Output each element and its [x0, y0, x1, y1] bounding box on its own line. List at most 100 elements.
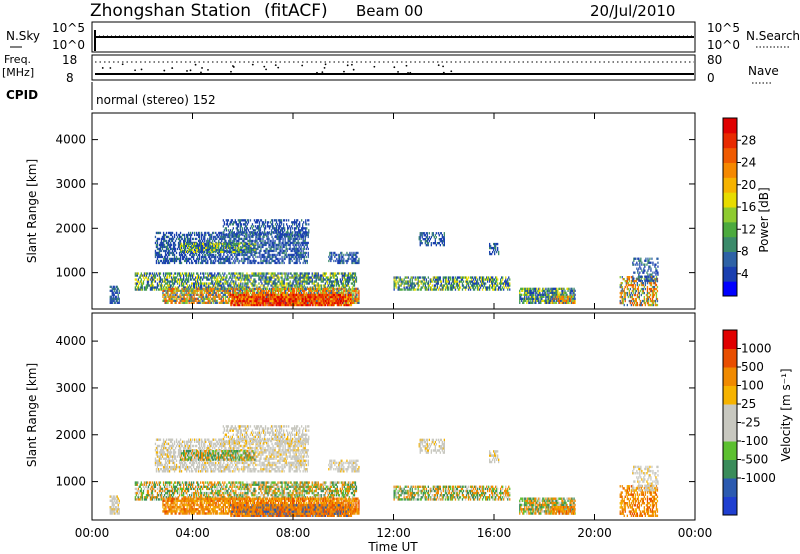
- echo-cell: [247, 299, 249, 303]
- echo-cell: [207, 241, 209, 245]
- echo-cell: [308, 297, 310, 301]
- echo-cell: [272, 293, 274, 297]
- echo-cell: [269, 301, 271, 305]
- echo-cell: [214, 299, 216, 302]
- echo-cell: [304, 276, 306, 279]
- echo-cell: [258, 274, 260, 277]
- echo-cell: [110, 297, 112, 300]
- echo-cell: [195, 251, 197, 255]
- echo-cell: [242, 299, 244, 303]
- echo-cell: [273, 276, 275, 279]
- echo-cell: [257, 272, 259, 275]
- echo-cell: [221, 250, 223, 253]
- echo-cell: [217, 284, 219, 287]
- echo-cell: [211, 261, 213, 265]
- echo-cell: [153, 288, 156, 291]
- echo-cell: [285, 243, 287, 247]
- echo-cell: [140, 284, 142, 287]
- echo-cell: [299, 255, 301, 259]
- echo-cell: [290, 291, 292, 294]
- echo-cell: [305, 293, 307, 297]
- echo-cell: [158, 237, 161, 241]
- echo-cell: [246, 293, 248, 297]
- echo-cell: [263, 229, 266, 232]
- echo-cell: [249, 255, 251, 259]
- echo-cell: [168, 249, 171, 253]
- echo-cell: [261, 221, 264, 224]
- echo-cell: [222, 257, 224, 261]
- echo-cell: [256, 284, 258, 287]
- echo-cell: [169, 295, 171, 298]
- echo-cell: [227, 235, 229, 238]
- echo-cell: [209, 282, 211, 285]
- echo-cell: [307, 253, 309, 257]
- echo-cell: [236, 303, 238, 307]
- echo-cell: [295, 274, 297, 277]
- echo-cell: [352, 280, 355, 283]
- echo-cell: [162, 280, 165, 283]
- echo-cell: [134, 278, 136, 281]
- echo-cell: [164, 274, 167, 277]
- echo-cell: [214, 235, 216, 239]
- echo-cell: [220, 237, 222, 241]
- echo-cell: [235, 248, 237, 251]
- echo-cell: [280, 227, 283, 230]
- echo-cell: [302, 237, 304, 241]
- echo-cell: [258, 287, 261, 290]
- echo-cell: [180, 297, 182, 300]
- echo-cell: [136, 280, 138, 283]
- echo-cell: [219, 297, 221, 300]
- echo-cell: [299, 251, 301, 255]
- echo-cell: [328, 289, 330, 292]
- echo-cell: [300, 295, 302, 299]
- echo-cell: [181, 278, 184, 281]
- echo-cell: [298, 295, 300, 299]
- echo-cell: [347, 280, 350, 283]
- echo-cell: [324, 286, 326, 289]
- echo-cell: [251, 261, 253, 265]
- echo-cell: [211, 274, 213, 277]
- echo-cell: [193, 272, 195, 275]
- echo-cell: [214, 278, 216, 281]
- echo-cell: [247, 239, 249, 243]
- echo-cell: [224, 297, 226, 300]
- echo-cell: [294, 261, 296, 265]
- echo-cell: [230, 287, 232, 290]
- echo-cell: [269, 257, 271, 261]
- echo-cell: [178, 235, 181, 239]
- echo-cell: [113, 299, 115, 302]
- echo-cell: [269, 243, 271, 247]
- echo-cell: [252, 242, 254, 245]
- echo-cell: [185, 244, 187, 247]
- echo-cell: [278, 299, 280, 303]
- echo-cell: [353, 284, 356, 287]
- echo-cell: [271, 223, 274, 226]
- echo-cell: [274, 253, 276, 257]
- echo-cell: [227, 291, 229, 294]
- echo-cell: [269, 276, 271, 279]
- echo-cell: [248, 231, 251, 234]
- echo-cell: [149, 272, 152, 275]
- echo-cell: [325, 289, 327, 292]
- echo-cell: [324, 284, 326, 287]
- echo-cell: [239, 293, 241, 297]
- echo-cell: [255, 237, 257, 241]
- echo-cell: [295, 284, 297, 287]
- echo-cell: [272, 282, 274, 285]
- echo-cell: [140, 282, 142, 285]
- echo-cell: [282, 295, 284, 299]
- echo-cell: [166, 243, 169, 247]
- echo-cell: [240, 295, 242, 299]
- echo-cell: [225, 246, 227, 249]
- echo-cell: [215, 286, 217, 289]
- echo-cell: [160, 278, 163, 281]
- echo-cell: [249, 227, 252, 230]
- echo-cell: [200, 261, 202, 265]
- echo-cell: [167, 284, 170, 287]
- echo-cell: [260, 278, 262, 281]
- echo-cell: [270, 274, 272, 277]
- echo-cell: [187, 259, 189, 263]
- echo-cell: [279, 245, 281, 249]
- echo-cell: [285, 233, 287, 236]
